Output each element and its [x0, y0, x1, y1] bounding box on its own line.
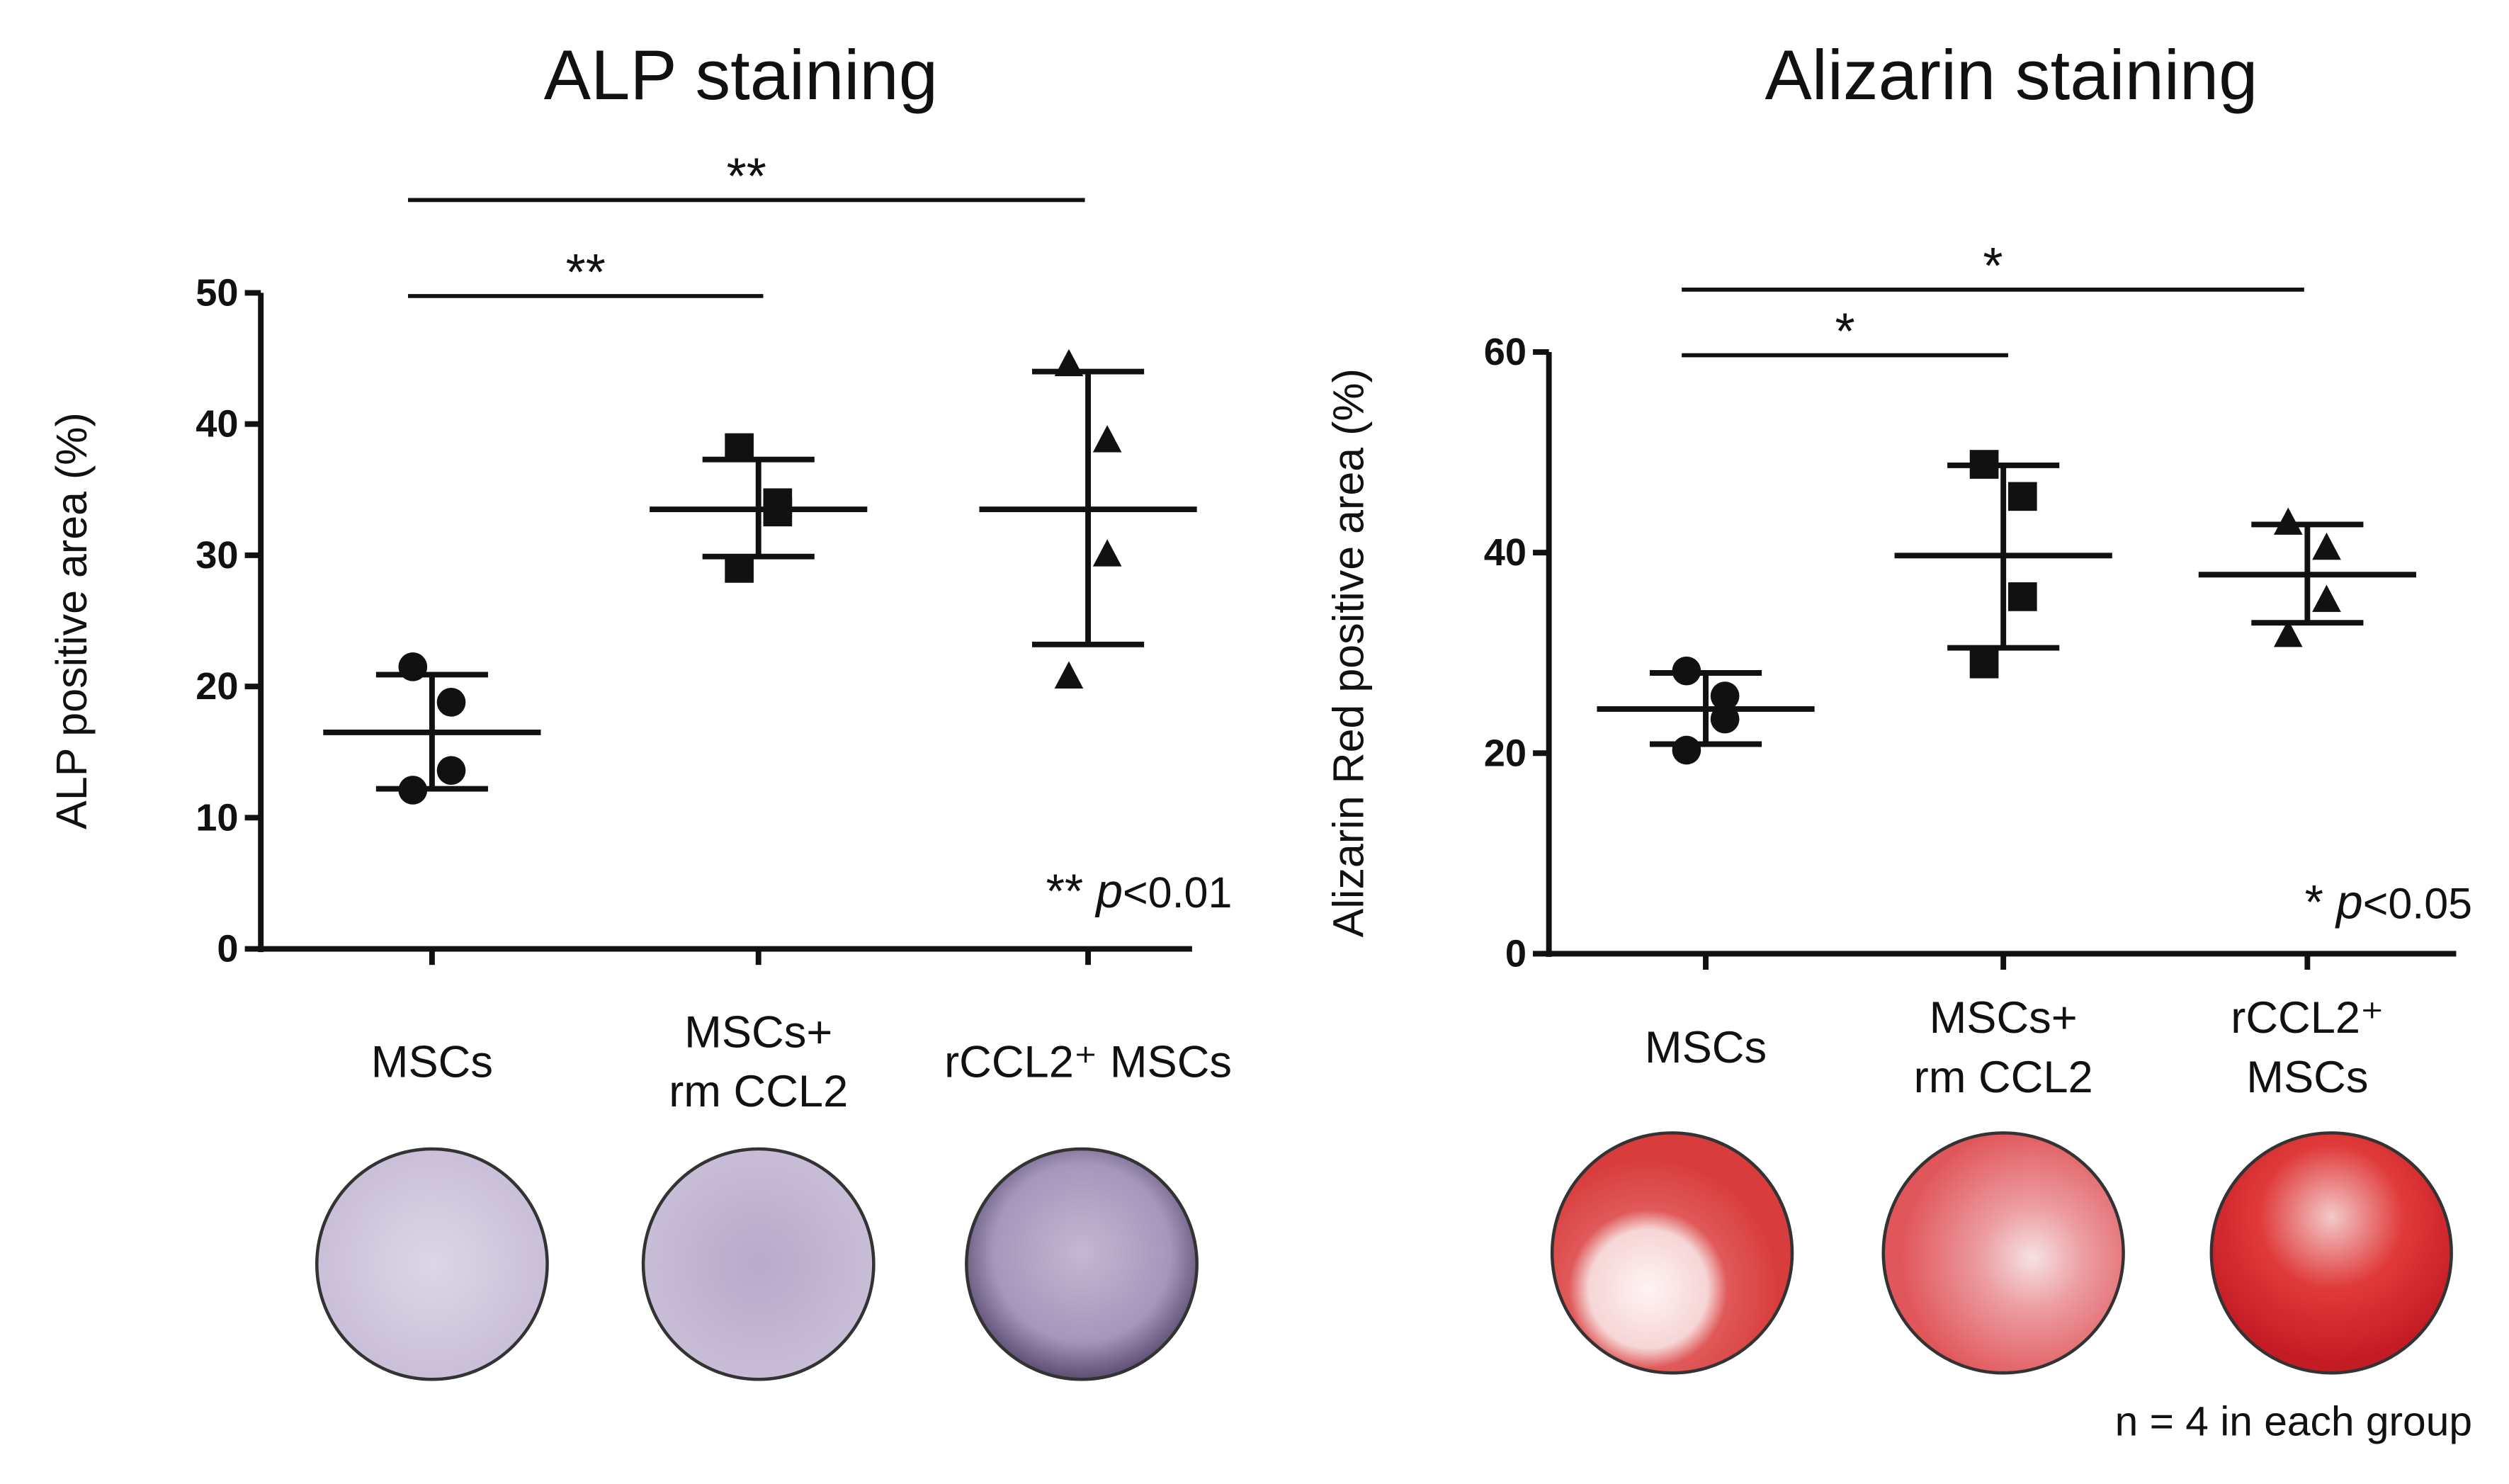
p-note: ** p<0.01	[1046, 865, 1233, 918]
p-note-p: p	[1094, 865, 1123, 918]
point	[398, 776, 428, 805]
point	[2312, 532, 2341, 560]
significance-label: **	[566, 244, 606, 301]
y-axis-label: Alizarin Red positive area (%)	[1325, 368, 1373, 937]
y-tick-label: 20	[196, 665, 238, 708]
well-image	[2209, 1131, 2453, 1375]
y-tick-label: 40	[1484, 531, 1527, 574]
p-note-p: p	[2335, 876, 2363, 929]
well-image	[1881, 1131, 2125, 1375]
point	[2273, 620, 2303, 647]
well-image	[315, 1147, 549, 1381]
point	[398, 652, 428, 681]
point	[763, 497, 793, 527]
y-tick-label: 0	[217, 928, 238, 970]
x-tick-label: rCCL2⁺	[2231, 993, 2384, 1043]
y-tick-label: 10	[196, 796, 238, 839]
point	[436, 688, 466, 717]
y-tick-label: 20	[1484, 732, 1527, 774]
p-note: * p<0.05	[2305, 876, 2472, 929]
significance-label: **	[727, 148, 766, 205]
significance-label: *	[1835, 303, 1854, 360]
point	[2312, 584, 2341, 612]
point	[1710, 704, 1740, 734]
point	[1672, 656, 1701, 686]
x-tick-label: rCCL2⁺ MSCs	[944, 1037, 1232, 1087]
point	[1969, 450, 1999, 479]
footnote: n = 4 in each group	[2115, 1398, 2472, 1444]
point	[725, 554, 754, 583]
well-image	[1550, 1131, 1794, 1375]
point	[1969, 649, 1999, 679]
chart: ALP staining ALP positive area (%) 0 10 20 30…	[47, 36, 1232, 1116]
point	[1054, 349, 1084, 377]
well-images	[315, 1131, 2453, 1381]
point	[436, 756, 466, 785]
point	[1092, 425, 1122, 453]
point	[725, 433, 754, 463]
x-tick-label: rm CCL2	[669, 1067, 848, 1116]
y-tick-label: 30	[196, 534, 238, 577]
y-tick-label: 0	[1505, 932, 1527, 975]
x-tick-label: MSCs	[371, 1037, 493, 1087]
point	[1054, 661, 1084, 689]
y-tick-label: 60	[1484, 331, 1527, 373]
p-note-stars: *	[2305, 876, 2323, 929]
x-tick-label: MSCs+	[1930, 993, 2078, 1043]
well-image	[641, 1147, 876, 1381]
point	[2007, 482, 2037, 511]
chart: Alizarin staining Alizarin Red positive a…	[1325, 36, 2472, 1102]
chart-title: ALP staining	[544, 36, 938, 115]
y-tick-label: 40	[196, 403, 238, 446]
significance-label: *	[1983, 238, 2003, 295]
x-tick-label: rm CCL2	[1914, 1053, 2093, 1102]
well-image	[965, 1147, 1199, 1381]
point	[2273, 507, 2303, 535]
point	[1092, 539, 1122, 567]
y-tick-label: 50	[196, 271, 238, 314]
p-note-stars: **	[1046, 865, 1084, 918]
chart-title: Alizarin staining	[1765, 36, 2258, 115]
p-note-rest: <0.05	[2363, 880, 2472, 928]
x-tick-label: MSCs	[2246, 1053, 2368, 1102]
point	[2007, 582, 2037, 611]
y-axis-label: ALP positive area (%)	[47, 412, 96, 829]
x-tick-label: MSCs+	[684, 1008, 832, 1058]
p-note-rest: <0.01	[1123, 868, 1232, 917]
x-tick-label: MSCs	[1645, 1023, 1767, 1072]
point	[1710, 681, 1740, 710]
point	[1672, 735, 1701, 765]
